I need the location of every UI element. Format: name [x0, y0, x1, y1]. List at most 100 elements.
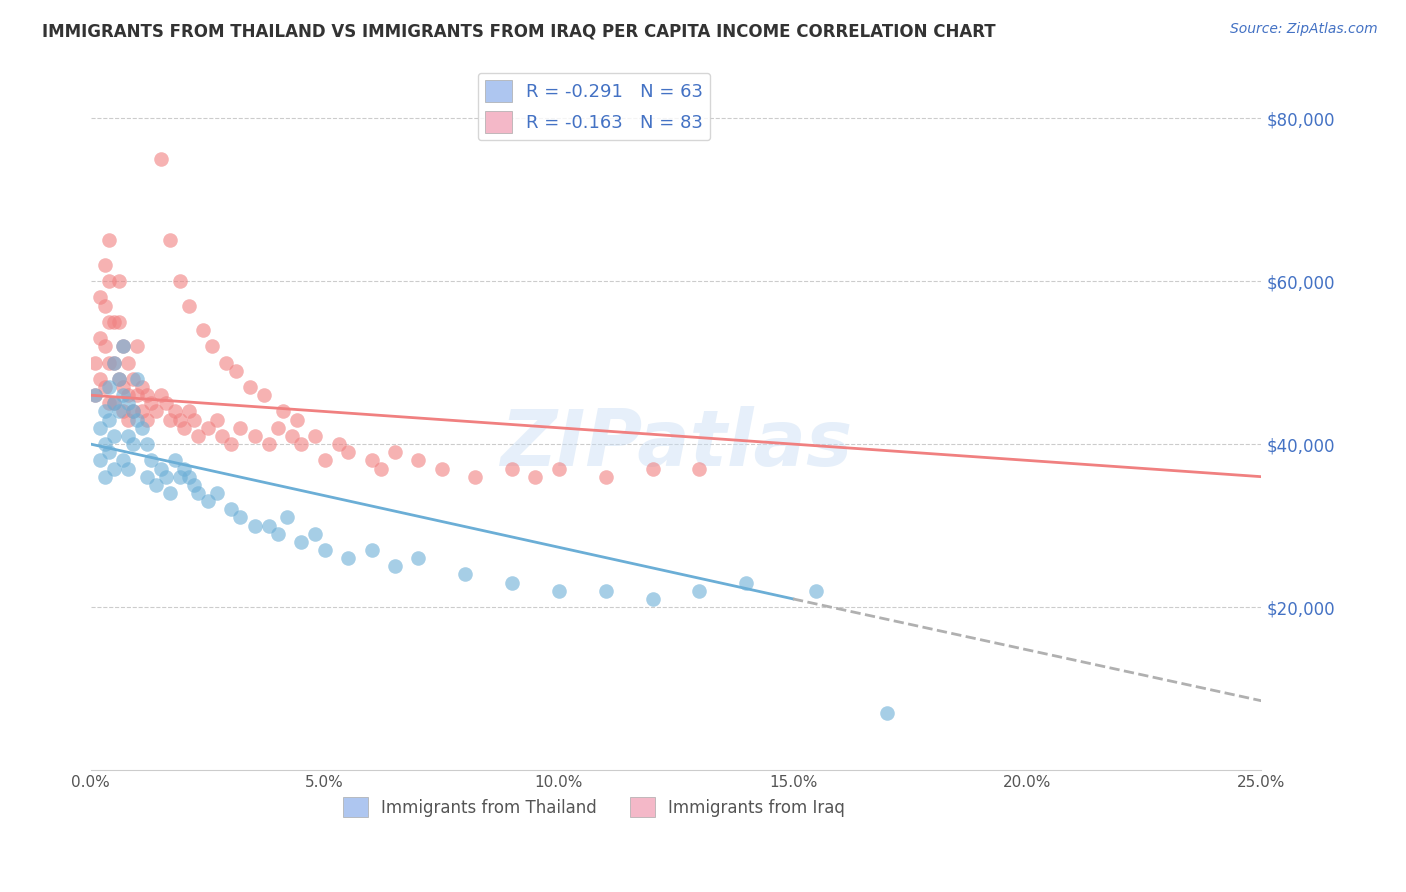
Point [229, 510, 252, 524]
Point [121, 372, 143, 386]
Point [159, 234, 181, 248]
Point [117, 396, 139, 410]
Point [328, 437, 350, 451]
Point [131, 404, 153, 418]
Point [98, 356, 121, 370]
Point [93, 258, 115, 272]
Point [183, 412, 205, 426]
Point [276, 510, 298, 524]
Point [211, 429, 233, 443]
Point [547, 461, 569, 475]
Point [735, 575, 758, 590]
Point [169, 274, 191, 288]
Point [501, 575, 523, 590]
Point [107, 372, 129, 386]
Point [290, 437, 312, 451]
Point [89, 290, 111, 304]
Point [93, 299, 115, 313]
Point [135, 388, 157, 402]
Point [163, 453, 186, 467]
Point [127, 339, 149, 353]
Point [84, 388, 107, 402]
Point [205, 412, 228, 426]
Point [135, 437, 157, 451]
Point [145, 478, 167, 492]
Point [173, 421, 195, 435]
Point [93, 380, 115, 394]
Point [107, 315, 129, 329]
Point [688, 461, 710, 475]
Point [205, 486, 228, 500]
Text: Source: ZipAtlas.com: Source: ZipAtlas.com [1230, 22, 1378, 37]
Point [215, 356, 238, 370]
Point [112, 380, 135, 394]
Point [243, 429, 266, 443]
Point [225, 364, 247, 378]
Point [98, 234, 121, 248]
Point [177, 404, 200, 418]
Point [806, 583, 828, 598]
Point [117, 429, 139, 443]
Point [177, 299, 200, 313]
Point [257, 437, 280, 451]
Point [89, 331, 111, 345]
Point [127, 372, 149, 386]
Point [191, 323, 214, 337]
Point [117, 356, 139, 370]
Point [464, 469, 486, 483]
Point [93, 339, 115, 353]
Point [384, 559, 406, 574]
Point [149, 388, 172, 402]
Point [112, 388, 135, 402]
Point [501, 461, 523, 475]
Point [103, 315, 125, 329]
Point [145, 404, 167, 418]
Point [257, 518, 280, 533]
Point [107, 372, 129, 386]
Point [408, 453, 430, 467]
Point [290, 534, 312, 549]
Point [169, 469, 191, 483]
Point [112, 404, 135, 418]
Point [304, 429, 326, 443]
Point [229, 421, 252, 435]
Point [98, 380, 121, 394]
Point [243, 518, 266, 533]
Text: ZIPatlas: ZIPatlas [499, 407, 852, 483]
Point [93, 469, 115, 483]
Point [267, 421, 290, 435]
Point [121, 404, 143, 418]
Point [89, 421, 111, 435]
Point [253, 388, 276, 402]
Point [103, 396, 125, 410]
Point [103, 356, 125, 370]
Point [641, 461, 664, 475]
Point [155, 469, 177, 483]
Point [595, 469, 617, 483]
Point [187, 429, 209, 443]
Point [112, 339, 135, 353]
Point [688, 583, 710, 598]
Point [93, 404, 115, 418]
Point [281, 429, 304, 443]
Point [314, 543, 336, 558]
Point [159, 412, 181, 426]
Point [84, 388, 107, 402]
Point [107, 404, 129, 418]
Point [876, 706, 898, 720]
Point [141, 396, 163, 410]
Legend: Immigrants from Thailand, Immigrants from Iraq: Immigrants from Thailand, Immigrants fro… [336, 790, 852, 824]
Point [112, 453, 135, 467]
Point [271, 404, 294, 418]
Point [547, 583, 569, 598]
Point [93, 437, 115, 451]
Point [360, 543, 382, 558]
Point [163, 404, 186, 418]
Point [524, 469, 547, 483]
Point [187, 486, 209, 500]
Point [285, 412, 308, 426]
Point [641, 591, 664, 606]
Point [267, 526, 290, 541]
Point [121, 437, 143, 451]
Point [173, 461, 195, 475]
